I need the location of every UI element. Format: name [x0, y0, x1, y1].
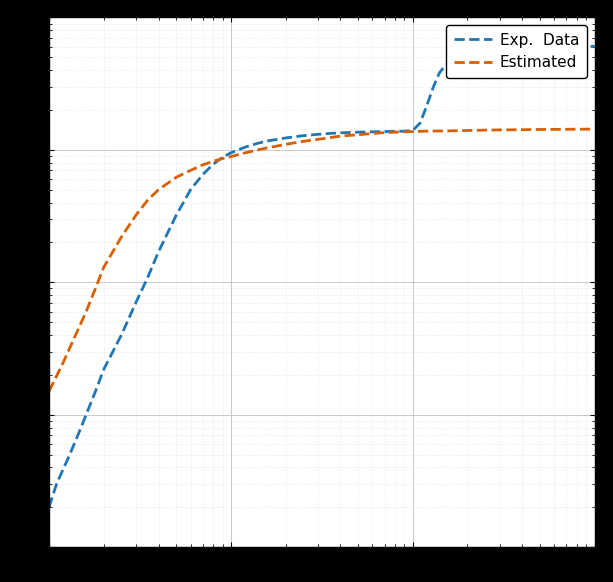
Exp.  Data	[381, 128, 388, 135]
Exp.  Data	[354, 129, 362, 136]
Exp.  Data	[172, 212, 180, 219]
Exp.  Data	[591, 43, 598, 50]
Exp.  Data	[92, 388, 99, 395]
Exp.  Data	[455, 54, 463, 61]
Exp.  Data	[528, 44, 535, 51]
Estimated	[381, 129, 388, 136]
Estimated	[199, 161, 207, 168]
Exp.  Data	[155, 249, 162, 255]
Exp.  Data	[300, 132, 307, 139]
Exp.  Data	[242, 144, 249, 151]
Exp.  Data	[273, 136, 281, 143]
Estimated	[118, 233, 125, 240]
Exp.  Data	[314, 131, 321, 138]
Estimated	[242, 150, 249, 157]
Estimated	[354, 132, 362, 139]
Estimated	[155, 186, 162, 193]
Estimated	[300, 138, 307, 145]
Estimated	[464, 127, 471, 134]
Exp.  Data	[282, 134, 289, 141]
Exp.  Data	[446, 59, 454, 66]
Line: Exp.  Data: Exp. Data	[49, 47, 595, 508]
Exp.  Data	[436, 70, 443, 77]
Exp.  Data	[219, 154, 226, 161]
Exp.  Data	[326, 130, 333, 137]
Exp.  Data	[508, 45, 516, 52]
Exp.  Data	[210, 161, 217, 168]
Estimated	[441, 127, 449, 134]
Exp.  Data	[199, 171, 207, 178]
Exp.  Data	[401, 127, 408, 134]
Exp.  Data	[337, 129, 344, 136]
Exp.  Data	[369, 128, 376, 135]
Estimated	[187, 167, 194, 174]
Exp.  Data	[45, 504, 53, 511]
Exp.  Data	[430, 83, 437, 90]
Estimated	[550, 126, 558, 133]
Exp.  Data	[144, 274, 151, 281]
Exp.  Data	[264, 137, 272, 144]
Estimated	[259, 146, 267, 152]
Estimated	[83, 308, 90, 315]
Exp.  Data	[100, 366, 107, 373]
Exp.  Data	[573, 43, 581, 50]
Estimated	[519, 126, 526, 133]
Line: Estimated: Estimated	[49, 129, 595, 391]
Exp.  Data	[409, 127, 416, 134]
Exp.  Data	[227, 150, 235, 157]
Estimated	[481, 127, 489, 134]
Estimated	[45, 388, 53, 395]
Exp.  Data	[132, 299, 140, 306]
Exp.  Data	[187, 186, 194, 193]
Exp.  Data	[464, 52, 471, 59]
Exp.  Data	[424, 101, 431, 108]
Estimated	[573, 126, 581, 133]
Estimated	[337, 133, 344, 140]
Estimated	[591, 126, 598, 133]
Estimated	[144, 196, 151, 203]
Estimated	[227, 153, 235, 160]
Estimated	[72, 332, 79, 339]
Exp.  Data	[519, 45, 526, 52]
Exp.  Data	[582, 43, 590, 50]
Estimated	[219, 155, 226, 162]
Exp.  Data	[481, 48, 489, 55]
Exp.  Data	[66, 451, 74, 458]
Exp.  Data	[536, 44, 544, 51]
Exp.  Data	[392, 128, 399, 135]
Estimated	[282, 141, 289, 148]
Estimated	[59, 359, 67, 365]
Estimated	[392, 129, 399, 136]
Exp.  Data	[254, 140, 261, 147]
Estimated	[424, 127, 431, 134]
Estimated	[132, 212, 140, 219]
Exp.  Data	[417, 119, 424, 126]
Estimated	[210, 158, 217, 165]
Estimated	[172, 174, 180, 181]
Exp.  Data	[77, 424, 85, 431]
Estimated	[100, 264, 107, 271]
Estimated	[582, 126, 590, 133]
Estimated	[536, 126, 544, 133]
Estimated	[92, 285, 99, 292]
Exp.  Data	[563, 44, 570, 51]
Estimated	[369, 130, 376, 137]
Estimated	[314, 136, 321, 143]
Exp.  Data	[118, 332, 125, 339]
Estimated	[409, 128, 416, 135]
Exp.  Data	[441, 62, 449, 69]
Estimated	[496, 126, 503, 133]
Legend: Exp.  Data, Estimated: Exp. Data, Estimated	[446, 25, 587, 78]
Exp.  Data	[496, 47, 503, 54]
Estimated	[563, 126, 570, 133]
Exp.  Data	[550, 44, 558, 51]
Exp.  Data	[53, 480, 60, 487]
